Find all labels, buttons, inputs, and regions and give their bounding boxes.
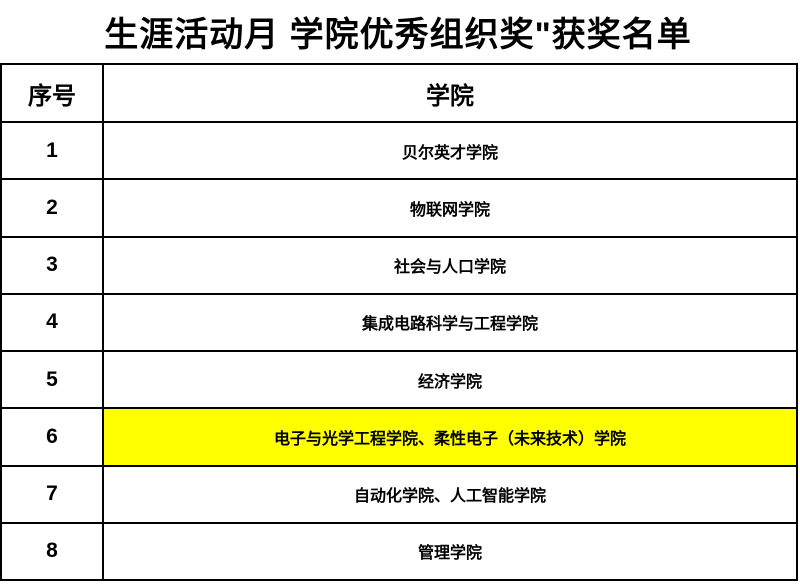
table-row: 7 自动化学院、人工智能学院	[0, 464, 798, 524]
table-row: 8 管理学院	[0, 521, 798, 582]
table-row: 1 贝尔英才学院	[0, 121, 798, 181]
college-cell: 自动化学院、人工智能学院	[102, 464, 798, 524]
row-number-cell: 4	[0, 292, 104, 353]
column-header-college: 学院	[102, 62, 798, 124]
table-row: 4 集成电路科学与工程学院	[0, 292, 798, 353]
row-number-cell: 1	[0, 121, 104, 181]
award-table: 序号 学院 1 贝尔英才学院 2 物联网学院 3 社会与人口学院 4 集成电路科…	[0, 62, 798, 582]
college-cell: 贝尔英才学院	[102, 121, 798, 181]
table-header-row: 序号 学院	[0, 62, 798, 124]
title-bar: 生涯活动月 学院优秀组织奖"获奖名单	[0, 0, 796, 63]
row-number-cell: 5	[0, 350, 104, 410]
table-row: 6 电子与光学工程学院、柔性电子（未来技术）学院	[0, 407, 798, 467]
table-row: 3 社会与人口学院	[0, 235, 798, 295]
college-cell: 管理学院	[102, 521, 798, 582]
page-title: 生涯活动月 学院优秀组织奖"获奖名单	[104, 16, 692, 54]
college-cell-highlighted: 电子与光学工程学院、柔性电子（未来技术）学院	[102, 407, 798, 467]
row-number-cell: 3	[0, 235, 104, 295]
column-header-no: 序号	[0, 62, 104, 124]
college-cell: 集成电路科学与工程学院	[102, 292, 798, 353]
college-cell: 物联网学院	[102, 178, 798, 238]
table-row: 2 物联网学院	[0, 178, 798, 238]
college-cell: 经济学院	[102, 350, 798, 410]
row-number-cell: 2	[0, 178, 104, 238]
table-row: 5 经济学院	[0, 350, 798, 410]
college-cell: 社会与人口学院	[102, 235, 798, 295]
row-number-cell: 8	[0, 521, 104, 582]
row-number-cell: 7	[0, 464, 104, 524]
row-number-cell: 6	[0, 407, 104, 467]
